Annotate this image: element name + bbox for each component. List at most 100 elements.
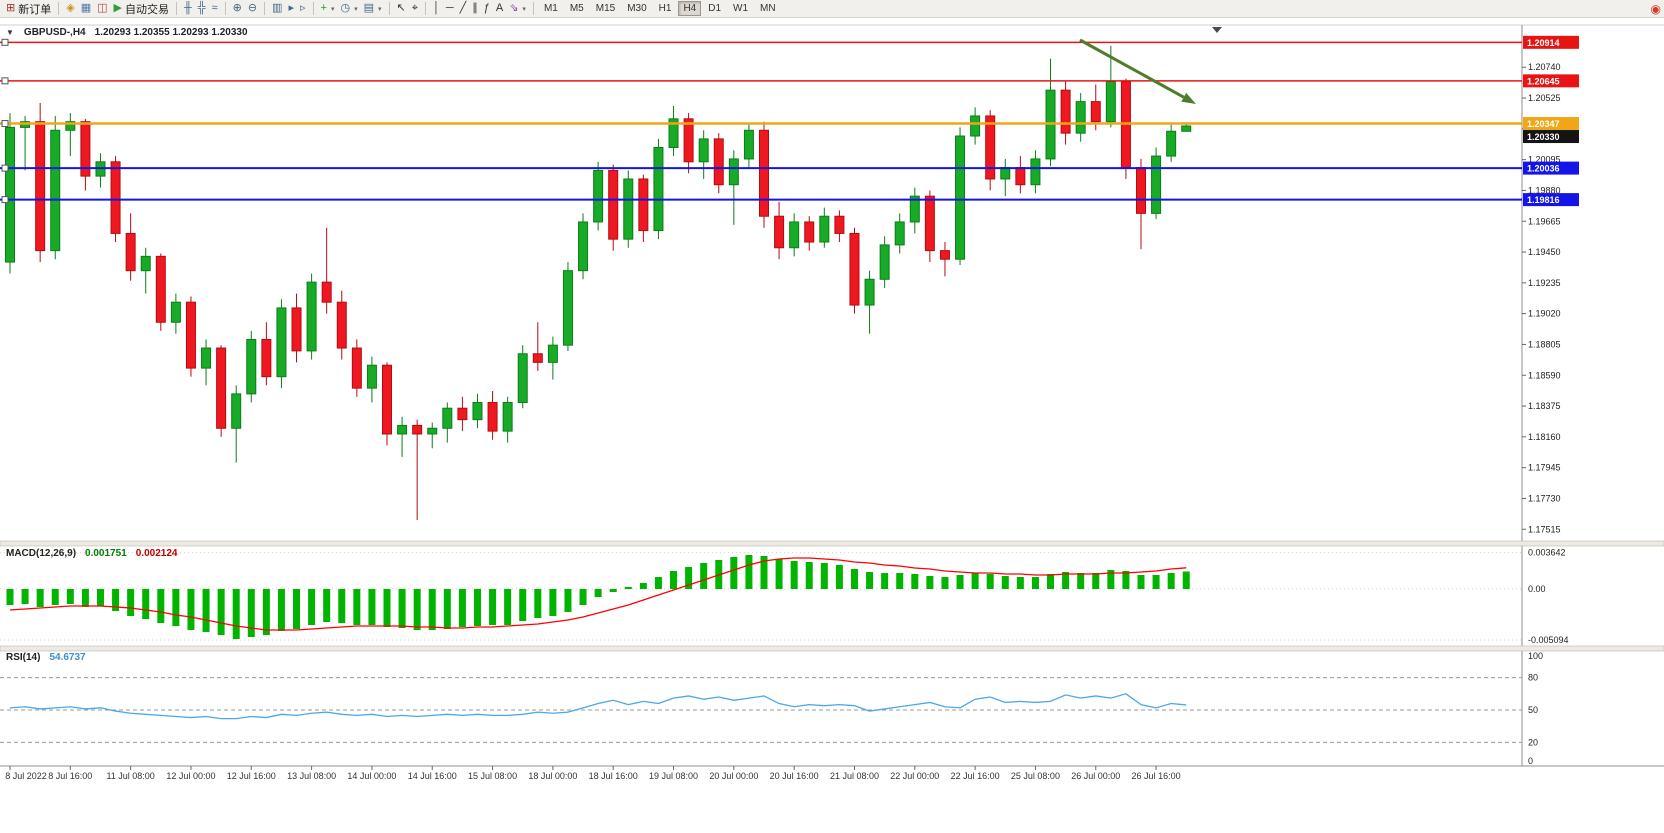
timeframe-h1-button[interactable]: H1	[658, 3, 672, 14]
line-chart-button[interactable]: ≈	[209, 1, 221, 17]
candle	[155, 255, 166, 323]
candle	[909, 195, 920, 223]
timeframe-m15-button[interactable]: M15	[595, 3, 616, 14]
candle	[1105, 81, 1116, 123]
candle	[65, 121, 76, 131]
rsi-value: 54.6737	[49, 652, 86, 663]
candle	[638, 178, 649, 232]
trendline-button[interactable]: ╱	[457, 1, 470, 17]
timeframe-m30-button[interactable]: M30	[627, 3, 647, 14]
svg-text:1.20347: 1.20347	[1527, 119, 1560, 129]
autotrade-play-icon: ▶	[113, 2, 122, 14]
price-tag	[1523, 161, 1579, 175]
timeframe-w1-button[interactable]: W1	[733, 3, 749, 14]
templates-button[interactable]: ▤ ▾	[361, 1, 385, 17]
macd-bar	[986, 574, 994, 589]
macd-signal-value: 0.002124	[135, 548, 178, 559]
trendline-icon: ╱	[459, 2, 467, 14]
line-anchor-marker[interactable]	[1, 38, 9, 46]
macd-bar	[896, 573, 904, 589]
timeframe-h4-button[interactable]: H4	[678, 1, 702, 16]
cursor-button[interactable]: ↖	[394, 1, 409, 17]
symbol-dropdown-icon[interactable]: ▼	[6, 28, 14, 37]
macd-bar	[353, 589, 361, 625]
tile-windows-button[interactable]: ▥	[269, 1, 285, 17]
terminal-button[interactable]: ◫	[94, 1, 110, 17]
fibonacci-button[interactable]: ƒ	[481, 1, 493, 17]
price-scale[interactable]: 1.207401.205251.203101.200951.198801.196…	[1522, 62, 1561, 534]
market-watch-button[interactable]: ◈	[63, 1, 77, 17]
arrows-button[interactable]: ⇘ ▾	[506, 1, 529, 17]
svg-text:-0.005094: -0.005094	[1528, 635, 1569, 645]
macd-bar	[368, 589, 376, 625]
candle	[668, 118, 679, 148]
macd-bar	[277, 589, 285, 631]
hline-button[interactable]: ─	[443, 1, 457, 17]
crosshair-button[interactable]: ⌖	[409, 1, 421, 17]
macd-bar	[51, 589, 59, 605]
candle	[366, 364, 377, 389]
channel-button[interactable]: ∥	[469, 1, 481, 17]
timeframe-m5-button[interactable]: M5	[569, 3, 584, 14]
line-anchor-marker[interactable]	[1, 196, 9, 204]
candle-chart-button[interactable]: ╬	[195, 1, 209, 17]
macd-bar	[81, 589, 89, 607]
timeframe-m1-button[interactable]: M1	[543, 3, 558, 14]
line-anchor-marker[interactable]	[1, 77, 9, 85]
macd-bar	[202, 589, 210, 632]
svg-text:1.17515: 1.17515	[1528, 524, 1561, 534]
panel-separator[interactable]	[0, 645, 1664, 652]
candle	[246, 338, 257, 395]
svg-text:0: 0	[1528, 756, 1533, 766]
candle	[291, 307, 302, 352]
macd-bar	[519, 589, 527, 621]
timeframe-mn-button[interactable]: MN	[760, 3, 776, 14]
bar-chart-icon: ╫	[183, 2, 192, 14]
svg-text:1.20525: 1.20525	[1528, 93, 1561, 103]
svg-text:25 Jul 08:00: 25 Jul 08:00	[1011, 771, 1060, 781]
zoom-out-button[interactable]: ⊖	[245, 1, 260, 17]
candle	[306, 281, 317, 352]
svg-text:22 Jul 16:00: 22 Jul 16:00	[951, 771, 1000, 781]
panel-separator[interactable]	[0, 540, 1664, 547]
chart-shift-button[interactable]: ▹	[297, 1, 309, 17]
charts-button[interactable]: ▦	[78, 1, 94, 17]
time-scale[interactable]: 8 Jul 2022 8 Jul 16:00 11 Jul 08:00 12 Jul …	[5, 766, 1181, 781]
chart-shift-marker[interactable]	[1212, 27, 1222, 33]
community-icon[interactable]: ◉	[1650, 1, 1661, 16]
candle	[804, 221, 815, 243]
macd-bar	[157, 589, 165, 623]
price-tag	[1523, 117, 1579, 131]
timeframe-d1-button[interactable]: D1	[708, 3, 722, 14]
vline-icon: │	[432, 2, 440, 14]
svg-text:14 Jul 16:00: 14 Jul 16:00	[408, 771, 457, 781]
macd-bar	[1016, 577, 1024, 589]
vline-button[interactable]: │	[430, 1, 443, 17]
auto-scroll-button[interactable]: ▸	[285, 1, 297, 17]
svg-text:22 Jul 00:00: 22 Jul 00:00	[890, 771, 939, 781]
svg-text:18 Jul 16:00: 18 Jul 16:00	[589, 771, 638, 781]
macd-bar	[1047, 574, 1055, 589]
chart-borders	[0, 24, 1664, 767]
periods-button[interactable]: ◷ ▾	[337, 1, 360, 17]
trend-arrow-object[interactable]	[1079, 38, 1196, 104]
svg-text:1.18375: 1.18375	[1528, 401, 1561, 411]
svg-text:1.19235: 1.19235	[1528, 278, 1561, 288]
candle	[50, 129, 61, 252]
caret-down-icon: ▾	[378, 5, 382, 13]
candle	[698, 138, 709, 163]
indicators-button[interactable]: + ▾	[318, 1, 338, 17]
new-order-button[interactable]: ⊞ 新订单	[3, 1, 54, 17]
line-anchor-marker[interactable]	[1, 164, 9, 172]
candle	[412, 424, 423, 435]
zoom-in-button[interactable]: ⊕	[230, 1, 245, 17]
bar-chart-button[interactable]: ╫	[181, 1, 195, 17]
text-button[interactable]: A	[493, 1, 506, 17]
candles-layer	[5, 45, 1192, 520]
svg-text:80: 80	[1528, 673, 1538, 683]
autotrade-button[interactable]: ▶ 自动交易	[111, 1, 172, 17]
macd-value: 0.001751	[85, 548, 127, 559]
candle	[1075, 101, 1086, 134]
line-anchor-marker[interactable]	[1, 120, 9, 128]
